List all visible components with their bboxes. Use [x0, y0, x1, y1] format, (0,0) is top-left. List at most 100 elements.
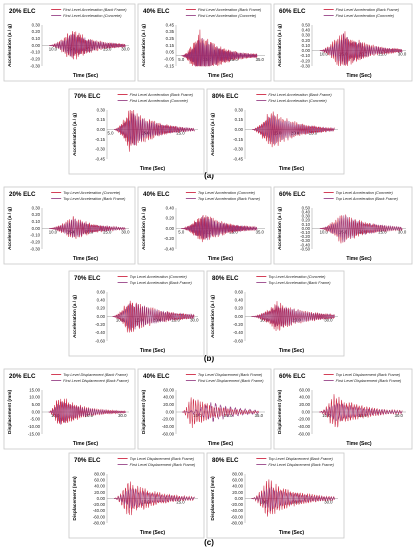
y-tick-label: 0.60: [97, 289, 106, 294]
legend-label: Top Level Displacement (Back Frame): [130, 457, 195, 461]
y-tick-label: -0.20: [164, 236, 174, 241]
legend-label: First Level Acceleration (Back Frame): [130, 93, 194, 97]
x-axis-label: Time (Sec): [73, 73, 99, 79]
chart-panel-11: 20% ELC Top Level Displacement (Back Fram…: [3, 368, 136, 450]
y-axis-label: Acceleration (a / g): [72, 113, 78, 156]
y-axis-label: Displacement (mm): [141, 389, 147, 434]
y-tick-label: -0.45: [233, 156, 243, 161]
y-tick-label: 0.00: [97, 496, 106, 501]
y-tick-label: 0.20: [97, 306, 106, 311]
chart-title: 60% ELC: [279, 191, 306, 198]
legend-label: Top Level Acceleration (Concrete): [198, 191, 256, 195]
y-tick-label: 10.00: [29, 395, 40, 400]
y-tick-label: -0.40: [95, 330, 105, 335]
y-axis-label: Acceleration (a / g): [210, 295, 216, 338]
x-tick-label: 15.0: [67, 230, 76, 235]
chart-panel-1: 20% ELC First Level Acceleration (Back Fr…: [3, 3, 136, 82]
chart-title: 20% ELC: [9, 373, 36, 380]
legend-label: Top Level Acceleration (Back Frame): [130, 281, 193, 285]
x-tick-label: 5.0: [108, 131, 115, 136]
legend-label: First Level Acceleration (Back Frame): [336, 8, 400, 12]
legend-label: First Level Acceleration (Concrete): [63, 14, 122, 18]
y-tick-label: -0.20: [233, 322, 243, 327]
chart-panel-12: 40% ELC Top Level Displacement (Back Fram…: [137, 368, 272, 450]
y-tick-label: 0.30: [32, 22, 41, 27]
y-tick-label: -0.30: [300, 63, 310, 68]
x-axis-label: Time (Sec): [73, 441, 99, 447]
x-tick-label: 10.0: [320, 230, 329, 235]
chart-title: 40% ELC: [143, 8, 170, 15]
panel-border: [206, 452, 345, 539]
y-axis-label: Acceleration (a / g): [72, 295, 78, 338]
y-tick-label: -20.00: [231, 502, 244, 507]
legend-label: Top Level Displacement (Back Frame): [63, 373, 128, 377]
x-axis-label: Time (Sec): [140, 348, 166, 354]
y-tick-label: 0.50: [302, 22, 311, 27]
y-tick-label: 0.40: [166, 205, 175, 210]
x-tick-label: 10.0: [322, 413, 331, 418]
series-line: [113, 113, 195, 146]
y-axis-label: Displacement (mm): [7, 389, 13, 434]
y-axis-label: Acceleration (a / g): [7, 24, 13, 67]
x-tick-label: 35.0: [256, 230, 265, 235]
section-label-a: (a): [204, 171, 214, 180]
y-tick-label: 0.00: [97, 127, 106, 132]
legend-label: First Level Displacement (Back Frame): [63, 379, 129, 383]
legend-label: First Level Acceleration (Back Frame): [268, 93, 332, 97]
y-tick-label: -20.00: [162, 417, 175, 422]
chart-panel-14: 70% ELC Top Level Displacement (Back Fram…: [68, 452, 205, 539]
series-line: [251, 487, 335, 512]
y-tick-label: 0.10: [302, 43, 311, 48]
y-tick-label: -0.20: [30, 240, 40, 245]
y-tick-label: 0.20: [166, 216, 175, 221]
x-tick-label: 5.0: [178, 57, 185, 62]
chart-panel-2: 40% ELC First Level Acceleration (Back Fr…: [137, 3, 272, 82]
legend-label: Top Level Displacement (Back Frame): [268, 457, 333, 461]
y-tick-label: -0.20: [30, 57, 40, 62]
y-tick-label: 40.00: [94, 484, 105, 489]
y-tick-label: -0.20: [300, 58, 310, 63]
chart-panel-8: 60% ELC Top Level Acceleration (Concrete)…: [273, 186, 413, 265]
x-tick-label: 15.0: [193, 413, 202, 418]
y-tick-label: 0.15: [166, 43, 175, 48]
y-tick-label: -0.50: [300, 246, 310, 251]
y-tick-label: 0.00: [32, 43, 41, 48]
y-tick-label: -80.00: [93, 520, 106, 525]
x-tick-label: 30.0: [190, 318, 199, 323]
x-tick-label: 35.0: [256, 57, 265, 62]
y-tick-label: -0.15: [164, 63, 174, 68]
y-tick-label: 0.20: [32, 29, 41, 34]
legend-label: Top Level Acceleration (Back Frame): [268, 281, 331, 285]
chart-panel-6: 20% ELC Top Level Acceleration (Concrete)…: [3, 186, 136, 265]
y-tick-label: -0.30: [233, 147, 243, 152]
y-tick-label: 0.15: [235, 117, 244, 122]
y-tick-label: 0.30: [235, 107, 244, 112]
chart-title: 60% ELC: [279, 373, 306, 380]
series-line: [48, 401, 126, 425]
y-tick-label: 0.00: [302, 226, 311, 231]
y-tick-label: 40.00: [163, 395, 174, 400]
panel-border: [137, 3, 272, 82]
chart-title: 40% ELC: [143, 191, 170, 198]
legend-label: Top Level Acceleration (Concrete): [268, 275, 326, 279]
x-tick-label: 10.0: [49, 47, 58, 52]
y-tick-label: -60.00: [93, 514, 106, 519]
chart-title: 80% ELC: [212, 457, 239, 464]
series-line: [113, 488, 195, 509]
y-tick-label: 60.00: [299, 387, 310, 392]
y-tick-label: -0.60: [95, 338, 105, 343]
y-tick-label: 0.35: [166, 29, 175, 34]
y-tick-label: -0.30: [30, 63, 40, 68]
y-tick-label: -40.00: [231, 508, 244, 513]
y-tick-label: 80.00: [232, 471, 243, 476]
chart-title: 70% ELC: [74, 457, 101, 464]
x-axis-label: Time (Sec): [208, 256, 234, 262]
y-tick-label: 0.20: [235, 306, 244, 311]
x-tick-label: 25.0: [176, 131, 185, 136]
series-line: [251, 479, 335, 517]
x-tick-label: 25.0: [229, 230, 238, 235]
x-tick-label: 25.0: [378, 230, 387, 235]
y-axis-label: Displacement (mm): [277, 389, 283, 434]
y-tick-label: -0.05: [164, 57, 174, 62]
